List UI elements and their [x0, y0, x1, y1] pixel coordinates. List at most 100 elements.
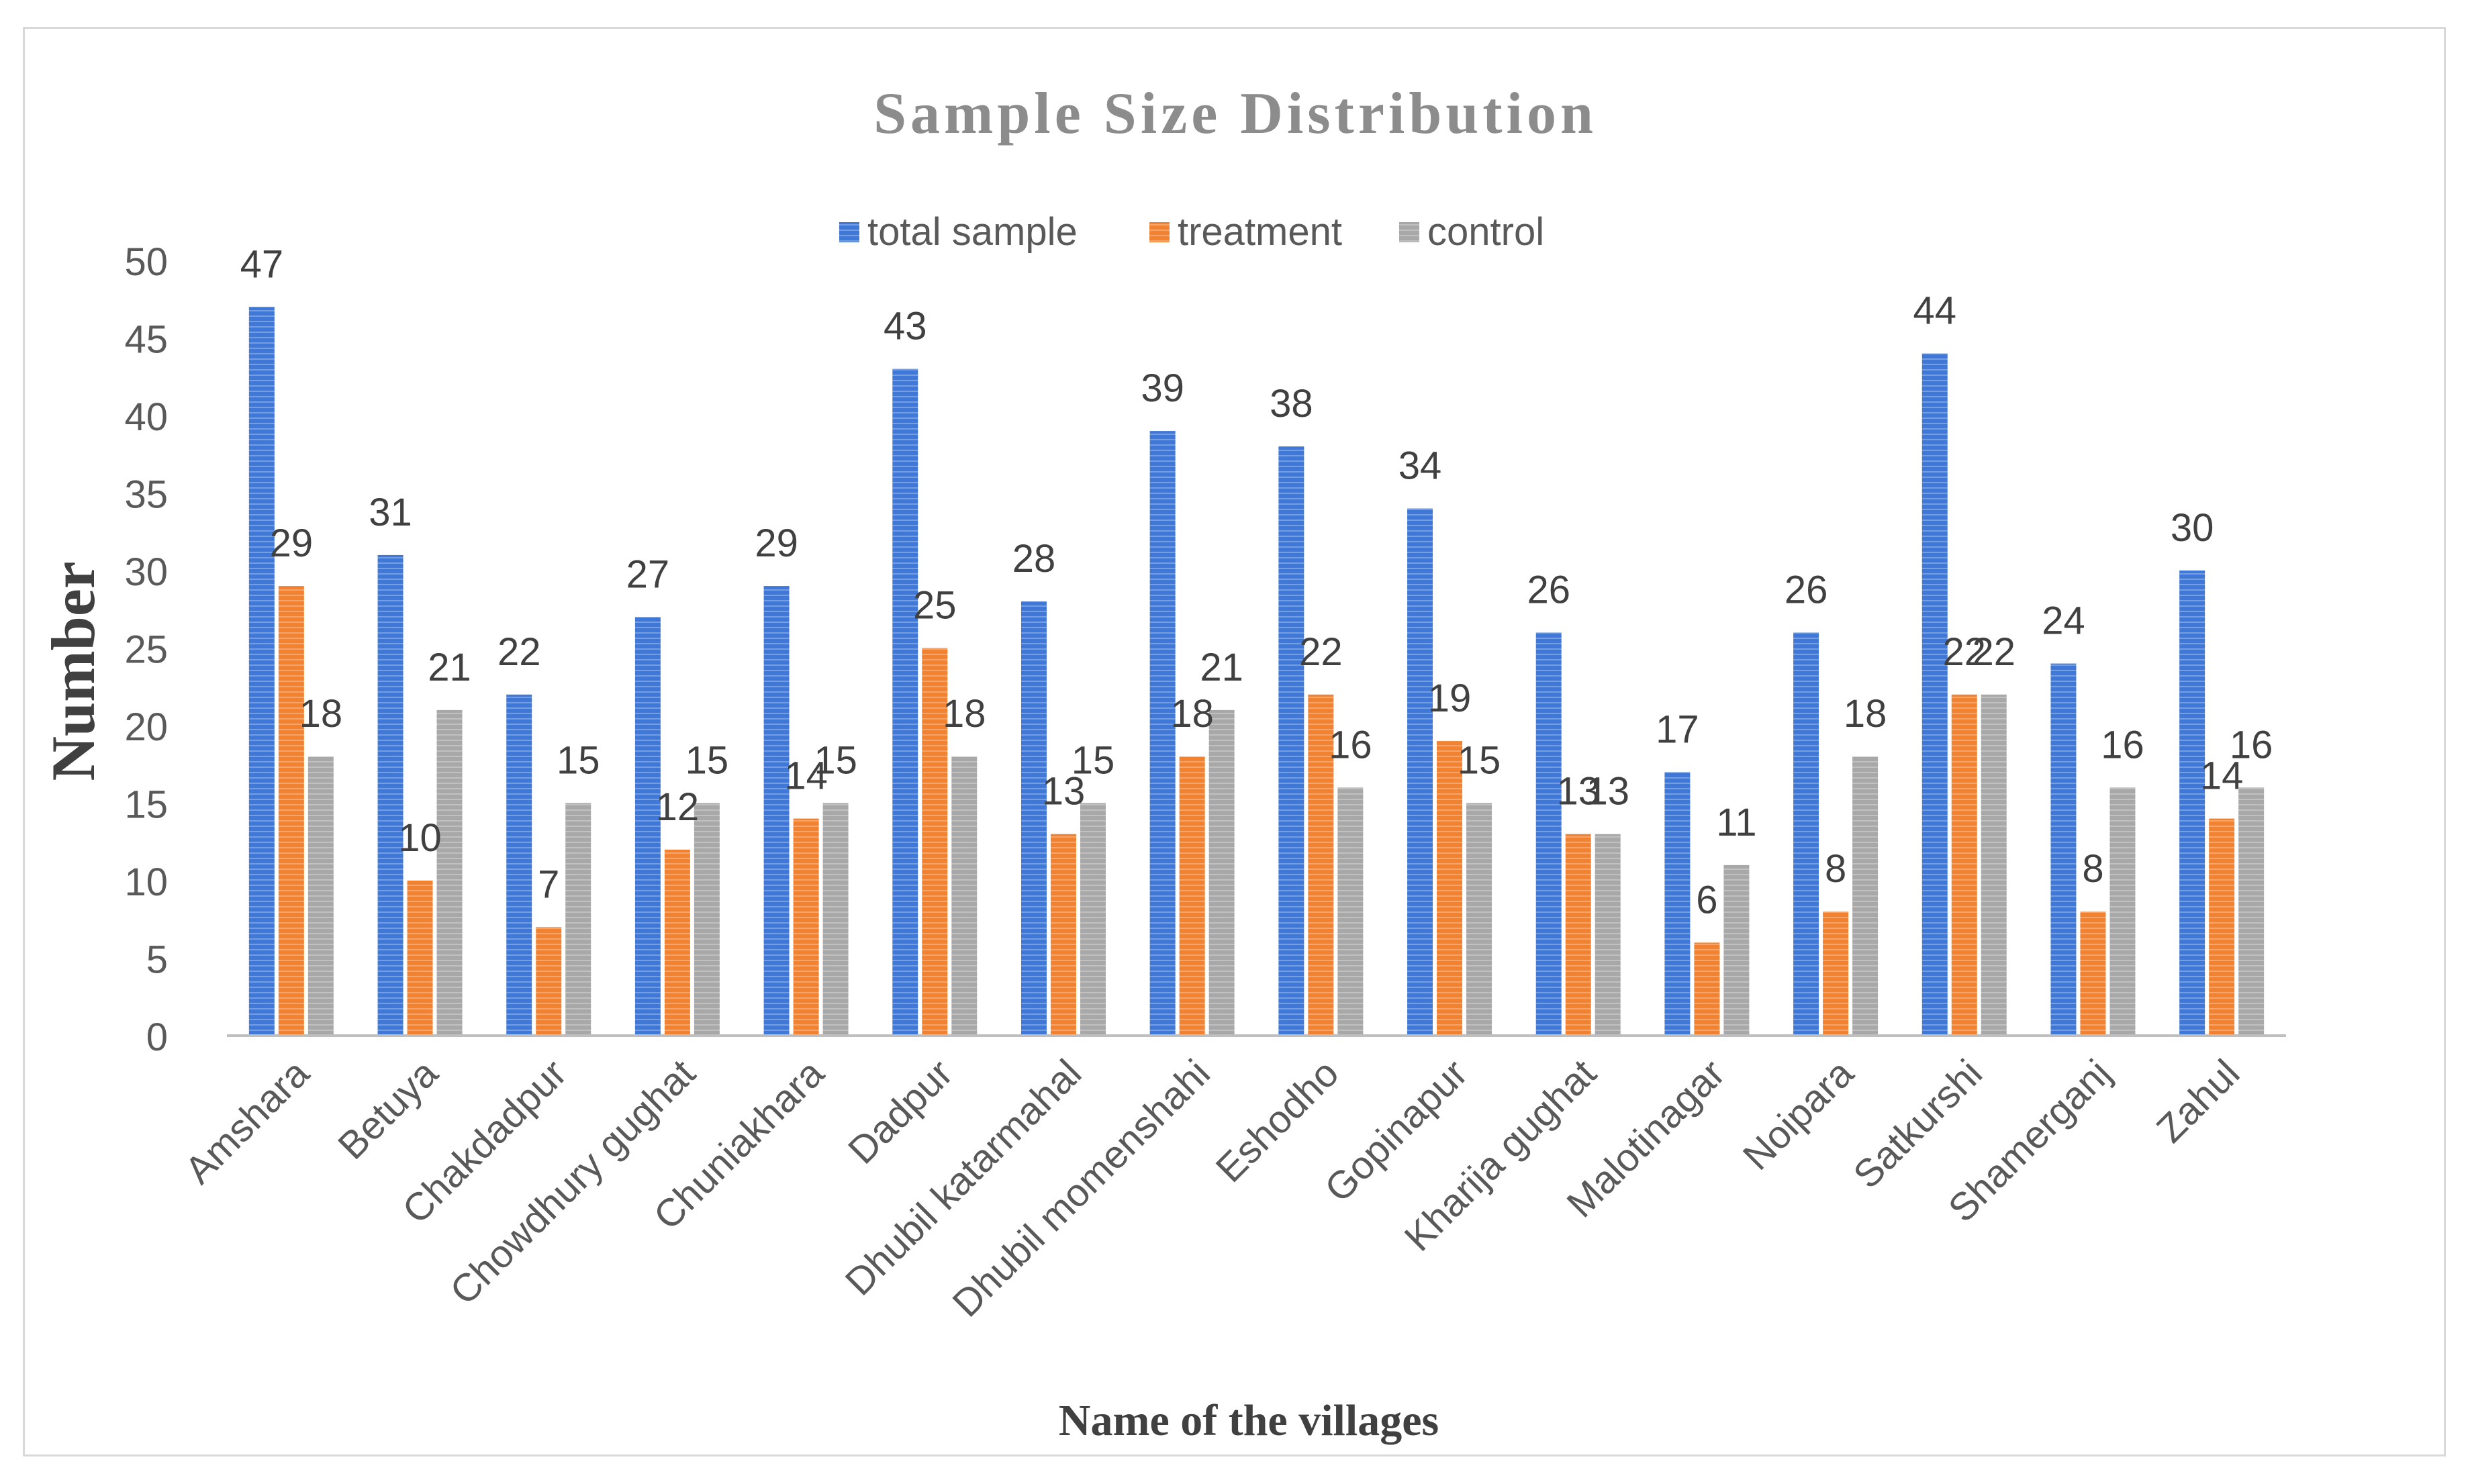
bar-control: [2238, 787, 2265, 1036]
y-tick-label: 35: [124, 473, 168, 517]
y-tick-label: 50: [124, 240, 168, 284]
legend-label: treatment: [1178, 210, 1342, 254]
data-label: 16: [1329, 723, 1372, 766]
bar-total-sample: [1020, 601, 1047, 1036]
legend-swatch-treatment: [1149, 222, 1170, 242]
bar-treatment: [1308, 694, 1334, 1036]
bar-control: [822, 803, 849, 1036]
bar-treatment: [793, 818, 819, 1036]
bar-total-sample: [1149, 431, 1176, 1036]
bar-control: [436, 709, 463, 1036]
bar-total-sample: [248, 307, 275, 1036]
bar-control: [1466, 803, 1492, 1036]
data-label: 15: [1458, 739, 1501, 783]
bar-treatment: [278, 586, 304, 1036]
y-tick-label: 25: [124, 628, 168, 672]
bar-total-sample: [1921, 353, 1948, 1036]
bar-control: [1337, 787, 1364, 1036]
data-label: 44: [1913, 289, 1957, 333]
bar-control: [694, 803, 720, 1036]
x-tick-label: Dhubil katarmahal: [837, 1051, 1090, 1304]
bar-treatment: [536, 927, 562, 1036]
data-label: 11: [1716, 801, 1756, 844]
data-label: 17: [1656, 707, 1699, 751]
bar-treatment: [1437, 741, 1463, 1036]
x-tick-label: Chowdhury gughat: [442, 1051, 704, 1313]
data-label: 8: [1825, 847, 1846, 891]
data-label: 16: [2230, 723, 2273, 766]
y-tick-label: 5: [146, 938, 168, 982]
bar-total-sample: [377, 554, 403, 1036]
bar-treatment: [922, 648, 948, 1036]
bar-treatment: [1694, 942, 1720, 1036]
legend-swatch-total-sample: [839, 222, 859, 242]
data-label: 18: [299, 692, 343, 736]
data-label: 24: [2042, 599, 2085, 643]
data-label: 18: [1170, 692, 1214, 736]
y-tick-label: 0: [146, 1016, 168, 1059]
y-tick-label: 15: [124, 783, 168, 827]
data-label: 18: [943, 692, 986, 736]
legend-label: control: [1427, 210, 1544, 254]
data-label: 47: [240, 242, 284, 286]
data-label: 8: [2082, 847, 2103, 891]
bar-treatment: [2209, 818, 2235, 1036]
bar-control: [1208, 709, 1235, 1036]
bar-total-sample: [1664, 772, 1691, 1036]
data-label: 19: [1428, 677, 1472, 720]
bar-control: [1595, 834, 1621, 1036]
x-tick-label: Dhubil momenshahi: [944, 1051, 1218, 1325]
data-label: 22: [1943, 630, 1987, 674]
y-tick-label: 40: [124, 395, 168, 439]
bar-treatment: [664, 849, 690, 1036]
bar-total-sample: [1535, 632, 1562, 1036]
data-label: 15: [814, 739, 857, 783]
data-label: 22: [1299, 630, 1343, 674]
x-axis-title: Name of the villages: [1059, 1396, 1439, 1445]
data-label: 21: [428, 646, 471, 689]
data-label: 22: [1973, 630, 2016, 674]
chart-title: Sample Size Distribution: [873, 81, 1597, 146]
chart-frame: [23, 27, 2446, 1456]
data-label: 39: [1141, 366, 1184, 410]
bar-control: [951, 756, 978, 1036]
data-label: 43: [884, 305, 927, 348]
data-label: 26: [1527, 568, 1570, 611]
data-label: 31: [369, 491, 412, 534]
data-label: 12: [656, 785, 700, 829]
data-label: 16: [2101, 723, 2144, 766]
data-label: 34: [1398, 444, 1442, 488]
data-label: 13: [1586, 770, 1629, 813]
x-tick-label: Amshara: [177, 1051, 318, 1193]
data-label: 22: [497, 630, 541, 674]
legend-label: total sample: [867, 210, 1078, 254]
bar-total-sample: [1278, 446, 1304, 1036]
x-tick-label: Dadpur: [840, 1051, 961, 1172]
bar-treatment: [407, 881, 433, 1036]
data-label: 38: [1270, 382, 1313, 426]
bar-treatment: [1565, 834, 1591, 1036]
data-label: 27: [626, 552, 670, 596]
bar-treatment: [1951, 694, 1977, 1036]
data-label: 13: [1042, 770, 1086, 813]
y-axis-title: Number: [39, 561, 107, 781]
data-label: 29: [755, 522, 798, 565]
y-tick-label: 20: [124, 705, 168, 749]
data-label: 15: [1072, 739, 1115, 783]
bar-total-sample: [1407, 508, 1433, 1036]
bar-control: [1852, 756, 1879, 1036]
data-label: 7: [538, 862, 559, 906]
data-label: 15: [685, 739, 729, 783]
bar-total-sample: [634, 617, 661, 1036]
data-label: 29: [270, 522, 314, 565]
y-tick-label: 10: [124, 860, 168, 904]
legend-swatch-control: [1399, 222, 1419, 242]
bar-treatment: [1179, 756, 1205, 1036]
x-tick-label: Betuya: [330, 1051, 446, 1168]
bar-total-sample: [763, 586, 790, 1036]
legend: total sample treatment control: [839, 210, 1544, 254]
bar-control: [2109, 787, 2136, 1036]
data-label: 10: [398, 816, 442, 860]
bar-treatment: [1823, 911, 1849, 1036]
bar-total-sample: [892, 368, 918, 1036]
